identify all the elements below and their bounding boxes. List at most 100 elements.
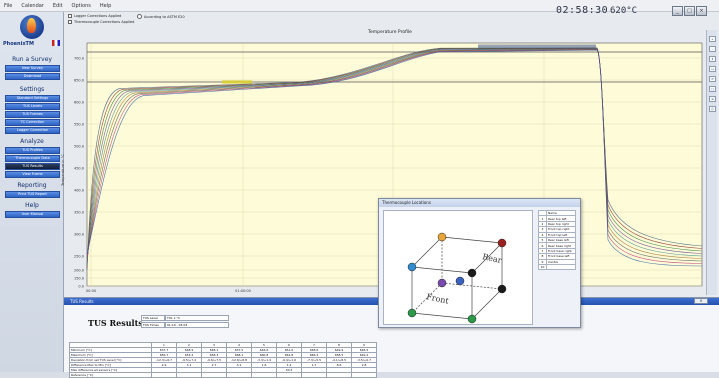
thermocouple-names-table: Name 1 Rear top left 2 Rear top right 3 Front … [538,209,576,271]
menu-edit[interactable]: Edit [52,2,63,9]
menu-calendar[interactable]: Calendar [21,2,44,9]
y-tick-label: 550.0 [74,123,84,127]
temperature-series-line [86,47,703,269]
nav-print-tus-report-button[interactable]: Print TUS Report [5,191,60,198]
y-tick-label: 350.0 [74,211,84,215]
nav-download-button[interactable]: Download [5,73,60,80]
tc-row[interactable]: 10 [538,263,576,271]
nav-tus-results-button[interactable]: TUS Results [5,163,60,170]
temperature-series-line [86,48,703,265]
chart-tool-button[interactable]: ▢ [709,86,716,92]
cube-edge [411,236,443,268]
temperature-series-line [86,49,703,264]
table-cell [201,372,227,378]
menu-bar: File Calendar Edit Options Help [0,0,719,12]
maximize-button[interactable]: □ [684,6,695,16]
astm-radio[interactable] [137,14,142,19]
cube-edge [411,312,473,320]
soak-highlight-band [222,80,252,84]
section-title-analyze: Analyze [20,138,44,145]
tus-level-label: TUS Level [141,315,165,321]
chart-tool-button[interactable]: + [709,36,716,42]
flame-icon [27,18,36,33]
temperature-series-line [86,48,703,263]
chart-toolbar: + - ↕ ↔ ↺ ▢ ≡ ⎙ [706,30,717,295]
logger-corrections-checkbox[interactable] [68,14,72,18]
thermocouple-marker [407,262,417,272]
minimize-button[interactable]: _ [672,6,683,16]
y-tick-label: 450.0 [74,167,84,171]
y-tick-label: 400.0 [74,189,84,193]
chart-tool-button[interactable]: ↺ [709,76,716,82]
chart-tool-button[interactable]: ↔ [709,66,716,72]
y-tick-label: 700.0 [74,57,84,61]
astm-option[interactable]: According to ASTM E20 [137,14,185,19]
table-cell [351,372,377,378]
nav-tus-profiles-button[interactable]: TUS Profiles [5,147,60,154]
thermocouple-marker [467,268,477,278]
chart-tool-button[interactable]: ≡ [709,96,716,102]
nav-thermocouple-data-button[interactable]: Thermocouple Data [5,155,60,162]
table-cell [251,372,277,378]
table-row: Deviation from set TUS Level [°C] -12.3/+… [69,357,377,363]
front-label: Front [426,292,451,306]
y-tick-label: 500.0 [74,145,84,149]
table-cell [226,372,252,378]
nav-tc-correction-button[interactable]: TC Correction [5,119,60,126]
tus-level-select[interactable]: TUL 1 °C [165,315,229,321]
chart-tool-button[interactable]: ↕ [709,56,716,62]
temperature-series-line [86,48,703,261]
top-highlight-band [478,44,596,50]
nav-logger-correction-button[interactable]: Logger Correction [5,127,60,134]
menu-options[interactable]: Options [71,2,91,9]
elapsed-clock: 02:58:30 [556,5,609,16]
y-tick-label: 600.0 [74,101,84,105]
row-label: Reference [°C] [69,372,152,378]
nav-tus-levels-button[interactable]: TUS Levels [5,103,60,110]
y-tick-label: 300.0 [74,233,84,237]
cube-edge [471,242,503,274]
nav-view-frame-button[interactable]: View Frame [5,171,60,178]
cube-edge [441,282,503,290]
tc-corrections-label: Thermocouple Corrections Applied [74,20,135,24]
tc-row[interactable]: 6 Rear base right [538,242,576,249]
thermocouple-marker [467,314,477,324]
table-row: Minimum [°C] 637.7 648.9 648.1 637.5 646.6 651… [69,347,377,353]
nav-new-survey-button[interactable]: New Survey [5,65,60,72]
section-title-help: Help [25,202,39,209]
logger-corrections-option[interactable]: Logger Corrections Applied [68,14,121,18]
sidebar: PhoenixTM Run a Survey New Survey Download… [0,12,64,372]
thermocouple-marker [437,278,447,288]
nav-standard-settings-button[interactable]: Standard Settings [5,95,60,102]
tus-header-fields: TUS Level TUL 1 °C TUS Times 01:10 - 03:… [141,315,229,329]
temperature-series-line [86,48,703,267]
thermocouple-marker [437,232,447,242]
tc-corrections-option[interactable]: Thermocouple Corrections Applied [68,20,134,24]
menu-help[interactable]: Help [99,2,112,9]
tc-name [546,263,576,271]
y-tick-label: 150.0 [74,277,84,281]
cube-edge [471,288,503,320]
chart-tool-button[interactable]: - [709,46,716,52]
y-tick-label: 250.0 [74,255,84,259]
logo-text: PhoenixTM [3,41,34,47]
thermocouple-marker [497,284,507,294]
dialog-title: Thermocouple Locations [379,199,580,207]
table-cell [326,372,352,378]
astm-label: According to ASTM E20 [144,14,185,19]
window-buttons: _ □ × [672,6,707,16]
section-title-reporting: Reporting [17,182,47,189]
temperature-series-line [86,49,703,262]
nav-user-manual-button[interactable]: User Manual [5,211,60,218]
tc-corrections-checkbox[interactable] [68,20,72,24]
section-title-run-a-survey: Run a Survey [12,56,52,63]
thermocouple-marker [455,276,465,286]
menu-file[interactable]: File [4,2,13,9]
results-close-button[interactable]: × [694,298,708,304]
close-button[interactable]: × [696,6,707,16]
table-cell [151,372,177,378]
chart-tool-button[interactable]: ⎙ [709,106,716,112]
table-row: Reference [°C] [69,372,377,378]
y-tick-label: 650.0 [74,79,84,83]
nav-tus-frames-button[interactable]: TUS Frames [5,111,60,118]
